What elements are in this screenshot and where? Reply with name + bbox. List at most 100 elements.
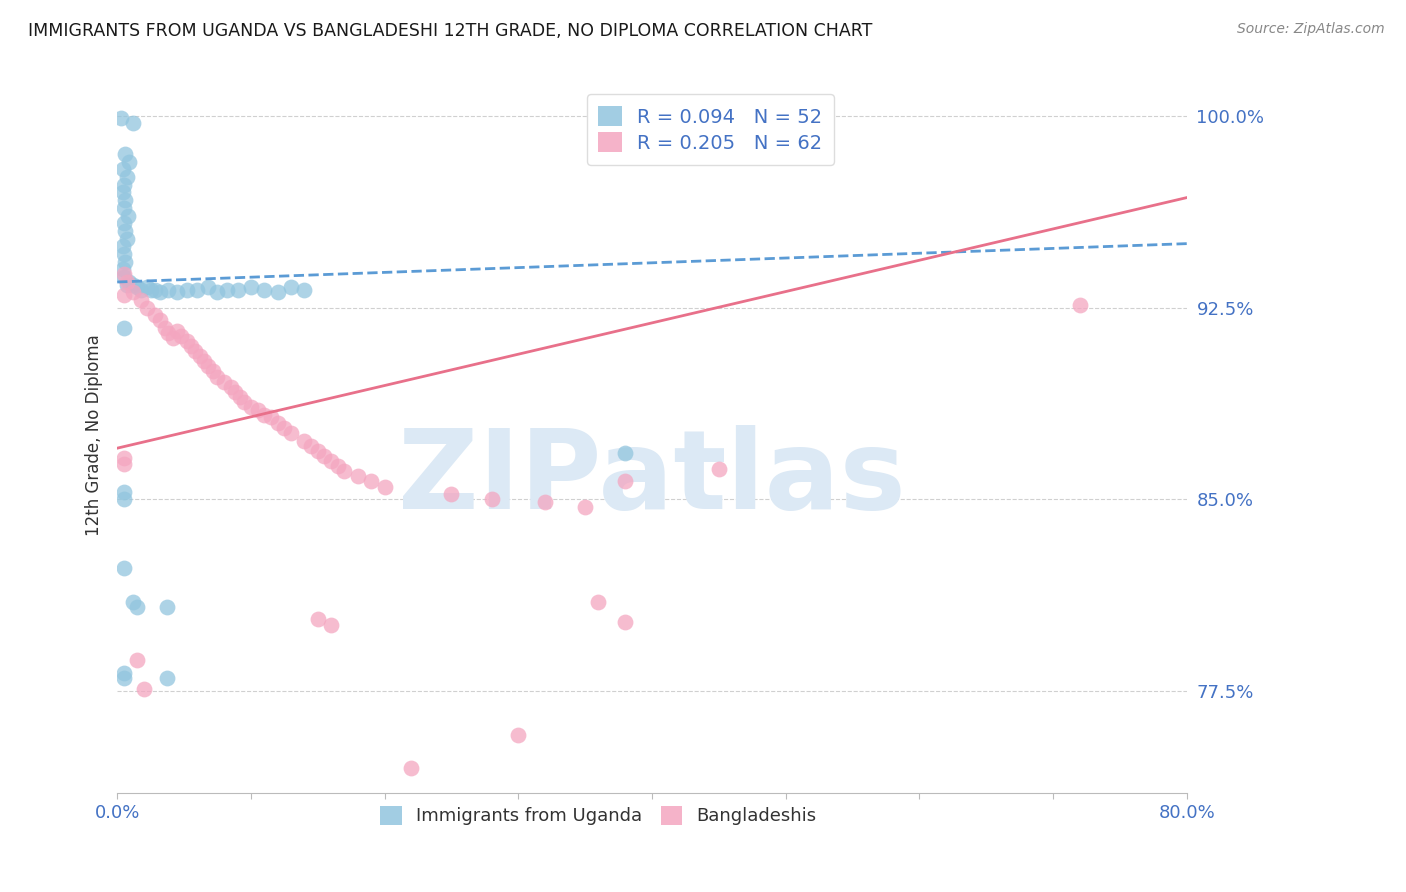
Point: [207, 285, 229, 300]
Point: [112, 268, 135, 282]
Y-axis label: 12th Grade, No Diploma: 12th Grade, No Diploma: [86, 334, 103, 536]
Point: [239, 280, 262, 294]
Point: [614, 119, 637, 133]
Point: [299, 439, 322, 453]
Point: [614, 446, 637, 460]
Point: [1069, 298, 1091, 312]
Point: [333, 464, 356, 478]
Point: [253, 408, 276, 422]
Point: [111, 262, 134, 277]
Point: [115, 275, 138, 289]
Point: [122, 277, 145, 292]
Point: [111, 239, 134, 253]
Point: [197, 359, 219, 374]
Point: [374, 479, 396, 493]
Point: [202, 364, 225, 378]
Point: [707, 461, 730, 475]
Point: [280, 280, 302, 294]
Point: [226, 283, 249, 297]
Point: [132, 681, 155, 696]
Point: [139, 283, 162, 297]
Point: [129, 283, 152, 297]
Point: [166, 324, 188, 338]
Point: [112, 451, 135, 466]
Point: [360, 475, 382, 489]
Point: [115, 231, 138, 245]
Point: [129, 293, 152, 307]
Legend: Immigrants from Uganda, Bangladeshis: Immigrants from Uganda, Bangladeshis: [371, 797, 825, 834]
Point: [156, 671, 179, 685]
Point: [115, 170, 138, 185]
Point: [156, 283, 179, 297]
Point: [266, 285, 288, 300]
Point: [197, 280, 219, 294]
Point: [156, 599, 179, 614]
Point: [614, 475, 637, 489]
Point: [319, 617, 342, 632]
Point: [112, 561, 135, 575]
Point: [135, 280, 157, 294]
Point: [224, 384, 246, 399]
Point: [110, 112, 132, 126]
Point: [114, 224, 136, 238]
Point: [127, 653, 149, 667]
Point: [112, 484, 135, 499]
Point: [112, 321, 135, 335]
Point: [114, 147, 136, 161]
Point: [122, 116, 145, 130]
Point: [118, 154, 141, 169]
Point: [112, 666, 135, 681]
Point: [215, 283, 238, 297]
Point: [588, 594, 610, 608]
Point: [143, 283, 166, 297]
Point: [481, 492, 503, 507]
Point: [166, 285, 188, 300]
Point: [229, 390, 252, 404]
Point: [176, 283, 198, 297]
Point: [239, 401, 262, 415]
Point: [112, 457, 135, 471]
Point: [186, 283, 208, 297]
Point: [614, 615, 637, 629]
Point: [307, 443, 329, 458]
Point: [188, 349, 211, 363]
Point: [155, 321, 177, 335]
Point: [246, 402, 269, 417]
Point: [115, 277, 138, 292]
Point: [111, 186, 134, 200]
Point: [180, 339, 202, 353]
Point: [440, 487, 463, 501]
Point: [534, 495, 557, 509]
Point: [292, 283, 315, 297]
Point: [266, 416, 288, 430]
Point: [280, 425, 302, 440]
Point: [219, 380, 242, 394]
Point: [212, 375, 235, 389]
Point: [347, 469, 370, 483]
Point: [260, 410, 283, 425]
Point: [319, 454, 342, 468]
Point: [112, 492, 135, 507]
Text: ZIPatlas: ZIPatlas: [398, 425, 905, 532]
Point: [135, 301, 157, 315]
Point: [112, 201, 135, 215]
Point: [273, 421, 295, 435]
Point: [112, 178, 135, 192]
Point: [112, 216, 135, 230]
Point: [193, 354, 215, 368]
Point: [112, 247, 135, 261]
Point: [292, 434, 315, 448]
Point: [401, 761, 423, 775]
Point: [326, 459, 349, 474]
Point: [127, 280, 149, 294]
Point: [253, 283, 276, 297]
Point: [114, 193, 136, 207]
Point: [176, 334, 198, 348]
Point: [170, 328, 193, 343]
Point: [112, 287, 135, 301]
Point: [149, 285, 172, 300]
Point: [574, 500, 596, 514]
Point: [122, 285, 145, 300]
Point: [207, 369, 229, 384]
Point: [149, 313, 172, 327]
